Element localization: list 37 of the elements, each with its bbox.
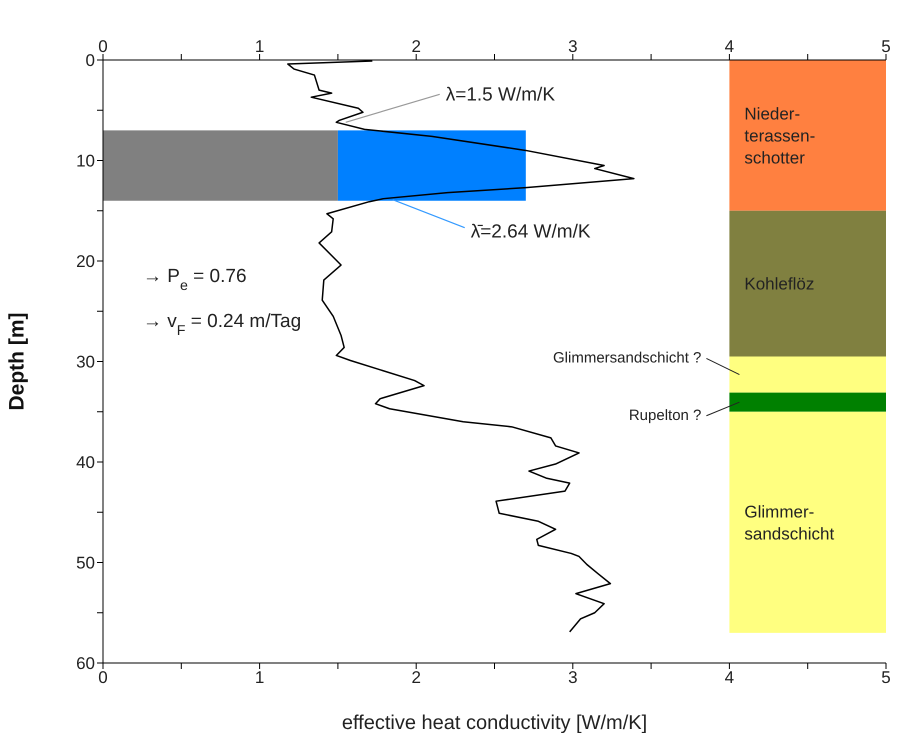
- bar: [729, 356, 886, 393]
- bar: [729, 210, 886, 356]
- y-tick-label: 60: [76, 654, 95, 674]
- series-label: Rupelton ?: [628, 406, 702, 424]
- series-label: Nieder- terassen- schotter: [744, 104, 816, 168]
- x2-tick-label: 1: [254, 668, 264, 688]
- x-tick-label: 5: [881, 37, 891, 56]
- x-tick-label: 1: [254, 37, 264, 56]
- y-tick-label: 0: [86, 51, 95, 70]
- x2-tick-label: 3: [568, 668, 578, 688]
- x2-tick-label: 0: [98, 668, 108, 688]
- annotation: → P$_{e}$ = 0.76: [143, 266, 247, 294]
- annotation: λ=1.5 W/m/K: [446, 84, 556, 106]
- annotation: λ̄=2.64 W/m/K: [470, 222, 591, 243]
- x-tick-label: 4: [724, 37, 734, 56]
- bar: [729, 60, 886, 211]
- bar: [729, 412, 886, 633]
- bar: [338, 130, 526, 201]
- x-tick-label: 2: [411, 37, 421, 56]
- x-tick-label: 0: [98, 37, 108, 56]
- y-tick-label: 30: [76, 352, 95, 372]
- x2-tick-label: 2: [411, 668, 421, 688]
- y-tick-label: 10: [76, 152, 95, 171]
- bar: [103, 130, 338, 201]
- y-tick-label: 40: [76, 453, 95, 472]
- y-tick-label: 20: [76, 252, 95, 272]
- series-label: Glimmersandschicht ?: [553, 349, 702, 366]
- bar: [729, 392, 886, 412]
- series-label: Kohleflöz: [744, 274, 814, 294]
- y-tick-label: 50: [76, 554, 95, 573]
- x-tick-label: 3: [568, 37, 578, 56]
- y-axis-title: Depth [m]: [5, 312, 28, 410]
- x-axis-title: effective heat conductivity [W/m/K]: [342, 712, 648, 734]
- x2-tick-label: 4: [724, 668, 734, 688]
- x2-tick-label: 5: [881, 668, 891, 688]
- series-label: Glimmer- sandschicht: [744, 502, 834, 544]
- annotation: → v$_{F}$ = 0.24 m/Tag: [143, 311, 302, 339]
